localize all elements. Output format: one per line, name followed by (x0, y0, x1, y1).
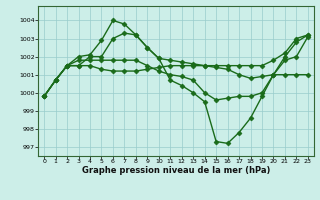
X-axis label: Graphe pression niveau de la mer (hPa): Graphe pression niveau de la mer (hPa) (82, 166, 270, 175)
